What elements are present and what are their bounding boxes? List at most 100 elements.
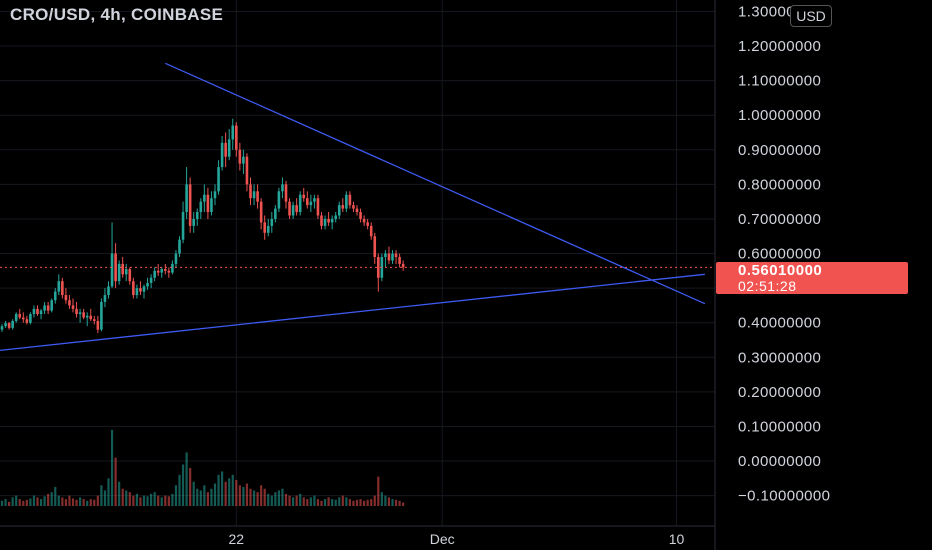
y-tick-label[interactable]: 0.40000000: [738, 315, 821, 332]
y-axis-labels[interactable]: 1.300000001.200000001.100000001.00000000…: [738, 3, 830, 504]
candle-body: [32, 308, 36, 315]
volume-bar: [199, 490, 202, 506]
candle-body: [235, 125, 238, 150]
volume-bar: [228, 478, 231, 506]
candle-body: [139, 288, 142, 292]
y-tick-label[interactable]: 0.80000000: [738, 176, 821, 193]
volume-bar: [96, 495, 99, 506]
volume-bar: [167, 496, 170, 506]
volume-bar: [142, 495, 146, 506]
candle-body: [71, 305, 75, 309]
volume-bar: [174, 485, 178, 506]
volume-bar: [260, 485, 263, 506]
candle-body: [274, 208, 277, 219]
volume-bar: [64, 499, 67, 506]
candle-body: [369, 225, 373, 237]
volume-bar: [125, 490, 128, 506]
candlesticks: [0, 118, 405, 334]
volume-bar: [139, 497, 142, 506]
volume-bar: [231, 474, 234, 506]
volume-bar: [377, 476, 380, 506]
candle-body: [306, 198, 309, 206]
candle-body: [391, 253, 394, 261]
y-tick-label[interactable]: 1.00000000: [738, 107, 821, 124]
candle-body: [377, 257, 380, 278]
candle-body: [181, 212, 185, 240]
y-tick-label[interactable]: 0.60000000: [738, 246, 821, 263]
y-tick-label[interactable]: 1.10000000: [738, 73, 821, 90]
candle-body: [93, 319, 96, 321]
volume-bar: [50, 492, 53, 506]
y-tick-label[interactable]: 0.20000000: [738, 384, 821, 401]
volume-bar: [316, 499, 320, 506]
volume-bar: [263, 488, 266, 506]
candle-body: [384, 253, 387, 257]
volume-bar: [323, 499, 327, 506]
candle-body: [210, 198, 213, 213]
y-tick-label[interactable]: 0.10000000: [738, 418, 821, 435]
candle-body: [302, 194, 306, 199]
candle-body: [117, 263, 121, 282]
last-price-value: 0.56010000: [738, 262, 823, 279]
candle-body: [50, 300, 53, 311]
candle-body: [192, 218, 195, 226]
y-tick-label[interactable]: 0.90000000: [738, 142, 821, 159]
volume-bar: [11, 497, 14, 506]
volume-bar: [284, 493, 288, 506]
volume-bar: [15, 495, 18, 506]
candle-body: [355, 208, 359, 213]
last-price-tag: 0.56010000 02:51:28: [716, 262, 908, 294]
candle-body: [57, 281, 61, 292]
y-tick-label[interactable]: 1.20000000: [738, 38, 821, 55]
candle-body: [53, 291, 57, 301]
candle-body: [227, 139, 231, 157]
volume-bar: [221, 471, 224, 506]
candle-body: [266, 225, 270, 233]
candle-body: [359, 212, 362, 219]
x-tick-label[interactable]: Dec: [430, 531, 455, 547]
candle-body: [61, 281, 64, 296]
y-tick-label[interactable]: −0.10000000: [738, 488, 830, 505]
x-tick-label[interactable]: 22: [229, 531, 245, 547]
volume-bar: [370, 499, 373, 506]
volume-bar: [103, 490, 107, 506]
y-tick-label[interactable]: 0.30000000: [738, 349, 821, 366]
x-axis-labels[interactable]: 22 Dec 10: [229, 531, 685, 547]
candle-body: [341, 205, 345, 209]
candle-body: [195, 212, 199, 219]
volume-bar: [210, 488, 213, 506]
candle-body: [0, 326, 4, 330]
volume-bar: [327, 497, 330, 506]
volume-bar: [181, 464, 185, 506]
candle-body: [64, 295, 68, 301]
candle-body: [320, 215, 323, 226]
volume-bar: [160, 497, 163, 506]
volume-bar: [384, 495, 387, 506]
candle-body: [213, 191, 217, 199]
candle-body: [401, 263, 405, 268]
candle-body: [135, 288, 139, 296]
volume-bar: [8, 501, 11, 506]
volume-bar: [252, 490, 256, 506]
volume-bar: [217, 474, 220, 506]
candle-body: [291, 205, 295, 216]
candle-body: [142, 286, 146, 292]
currency-button[interactable]: USD: [790, 5, 832, 27]
volume-bar: [224, 481, 227, 506]
candle-body: [316, 198, 320, 216]
volume-bar: [47, 493, 50, 506]
y-tick-label[interactable]: 0.00000000: [738, 453, 821, 470]
volume-bar: [128, 492, 131, 506]
x-tick-label[interactable]: 10: [669, 531, 685, 547]
volume-bar: [380, 492, 383, 506]
candle-body: [398, 257, 401, 264]
candle-body: [387, 253, 391, 261]
candle-body: [75, 308, 78, 315]
y-tick-label[interactable]: 0.70000000: [738, 211, 821, 228]
volume-bar: [100, 485, 103, 506]
candle-body: [281, 184, 284, 192]
candle-body: [327, 218, 330, 223]
volume-bar: [164, 495, 167, 506]
volume-bar: [89, 499, 92, 506]
